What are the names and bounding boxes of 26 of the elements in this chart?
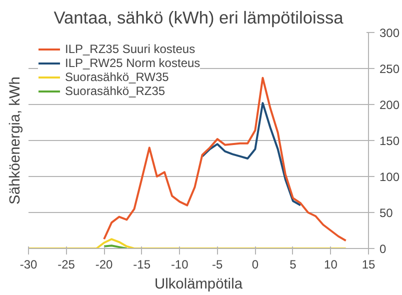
y-tick-label: 150 <box>380 134 400 148</box>
x-tick-label: -5 <box>212 258 224 272</box>
legend-label: Suorasähkö_RW35 <box>65 70 169 84</box>
y-tick-label: 250 <box>380 62 400 76</box>
x-tick-label: 5 <box>290 258 297 272</box>
x-tick-label: -10 <box>170 258 189 272</box>
legend-label: Suorasähkö_RZ35 <box>65 84 166 98</box>
y-axis-title: Sähköenergia, kWh <box>8 76 24 204</box>
line-series <box>28 238 347 248</box>
chart-title: Vantaa, sähkö (kWh) eri lämpötiloissa <box>54 8 344 28</box>
x-tick-label: 15 <box>362 258 376 272</box>
legend-label: ILP_RZ35 Suuri kosteus <box>65 42 196 56</box>
y-tick-label: 50 <box>380 206 394 220</box>
x-tick-label: 10 <box>324 258 338 272</box>
legend-label: ILP_RW25 Norm kosteus <box>65 56 200 70</box>
x-tick-label: -30 <box>20 258 38 272</box>
line-series <box>201 102 302 206</box>
x-axis-title: Ulkolämpötila <box>154 276 244 292</box>
y-tick-label: 0 <box>380 242 386 256</box>
y-tick-label: 300 <box>380 26 400 40</box>
x-tick-label: 0 <box>252 258 259 272</box>
x-tick-label: -20 <box>95 258 114 272</box>
y-tick-label: 100 <box>380 170 400 184</box>
x-tick-label: -15 <box>133 258 151 272</box>
x-tick-label: -25 <box>58 258 76 272</box>
y-tick-label: 200 <box>380 98 400 112</box>
